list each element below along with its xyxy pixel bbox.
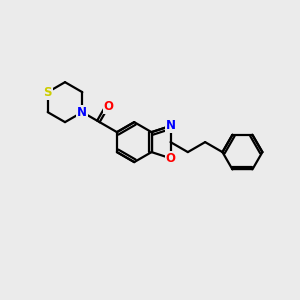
Text: O: O <box>103 100 114 113</box>
Text: O: O <box>166 152 176 165</box>
Text: N: N <box>166 119 176 132</box>
Text: S: S <box>44 86 52 99</box>
Text: N: N <box>77 106 87 118</box>
Text: N: N <box>77 106 87 118</box>
